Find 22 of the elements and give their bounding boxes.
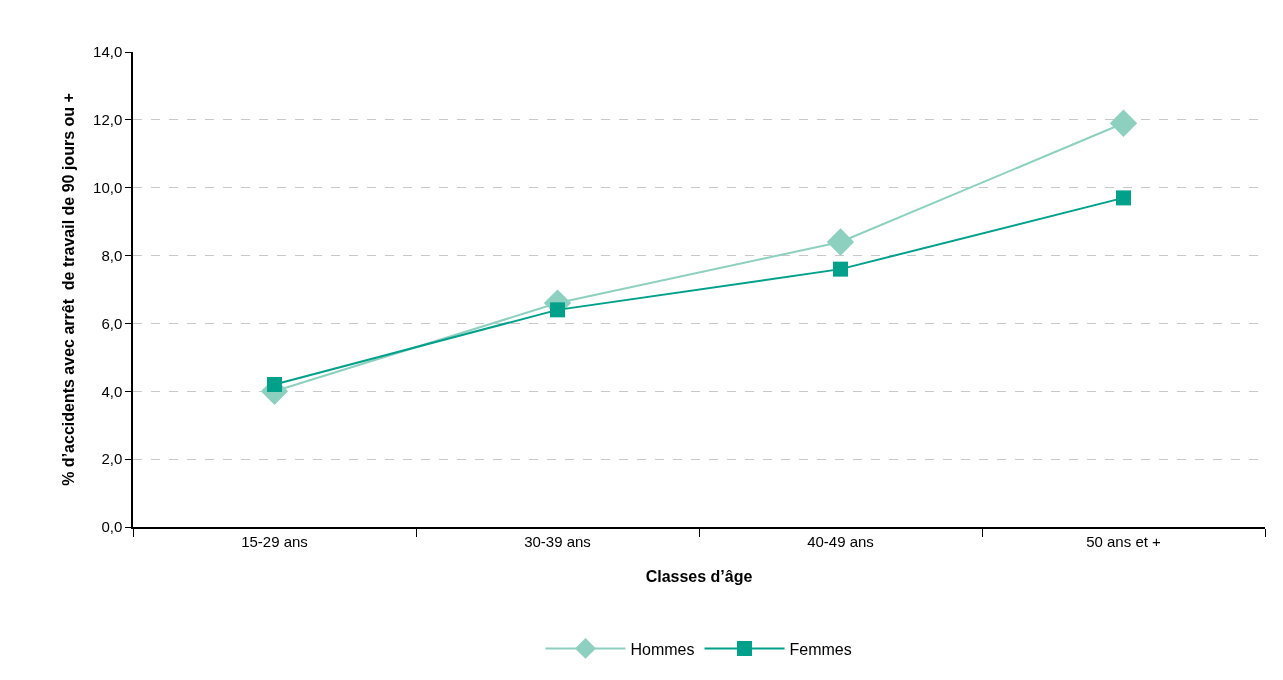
point — [550, 302, 565, 318]
point — [267, 377, 282, 392]
legend-label: Hommes — [630, 640, 695, 658]
point — [1109, 109, 1138, 137]
x-tick-label: 15-29 ans — [241, 532, 308, 550]
point — [826, 228, 855, 256]
y-tick-label: 14,0 — [93, 43, 123, 61]
y-tick-label: 2,0 — [101, 450, 123, 468]
y-tick-label: 12,0 — [93, 111, 123, 129]
x-tick-label: 40-49 ans — [807, 532, 874, 550]
x-axis-title: Classes d’âge — [645, 567, 753, 585]
point — [1116, 190, 1131, 206]
y-tick-label: 10,0 — [93, 178, 123, 196]
x-tick-label: 30-39 ans — [524, 532, 591, 550]
point — [833, 261, 848, 277]
y-tick-label: 4,0 — [101, 382, 123, 400]
y-tick-label: 0,0 — [101, 518, 123, 536]
y-tick-label: 8,0 — [101, 246, 123, 264]
y-tick-label: 6,0 — [101, 314, 123, 332]
legend-label: Femmes — [789, 640, 852, 658]
y-axis-title: % d’accidents avec arrêt de travail de 90 jours ou + — [60, 93, 78, 486]
x-tick-label: 50 ans et + — [1086, 532, 1162, 550]
